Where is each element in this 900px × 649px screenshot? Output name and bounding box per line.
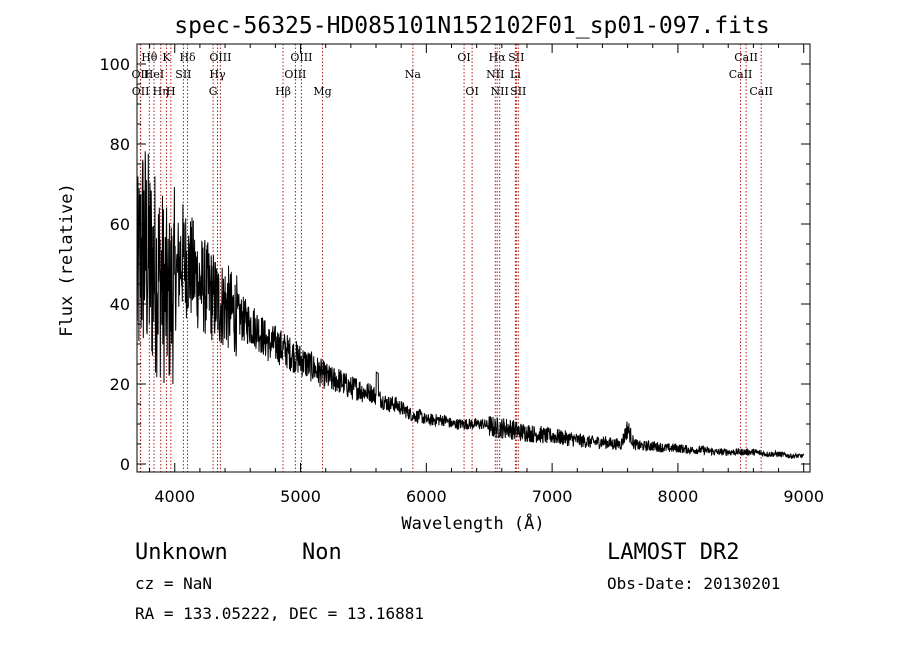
x-tick-label: 7000 [532,487,573,506]
sky-coordinates: RA = 133.05222, DEC = 13.16881 [135,604,424,623]
spectral-line-label: K [162,51,171,64]
spectral-line-label: Hβ [275,85,291,98]
y-tick-label: 0 [120,455,130,474]
spectral-line-label: Mg [313,85,331,98]
spectral-line-label: CaII [749,85,773,98]
x-axis-label: Wavelength (Å) [401,512,544,534]
survey-name: LAMOST DR2 [607,540,739,565]
y-tick-label: 20 [110,375,130,394]
spectral-line-label: OII [132,68,150,81]
spectral-line-label: H [166,85,176,98]
x-tick-label: 8000 [658,487,699,506]
spectral-line-label: OII [132,85,150,98]
observation-date: Obs-Date: 20130201 [607,574,780,593]
x-tick-label: 4000 [154,487,195,506]
spectral-line-label: G [209,85,218,98]
x-tick-label: 6000 [406,487,447,506]
spectral-line-label: Hη [153,85,169,98]
spectral-line-label: OIII [284,68,306,81]
x-tick-label: 9000 [783,487,824,506]
spectral-line-label: Hδ [179,51,196,64]
y-tick-label: 100 [99,55,130,74]
y-tick-label: 40 [110,295,130,314]
axis-ticks: 4000 5000 6000 7000 8000 9000 0 20 40 60 80 100 [99,44,824,506]
spectral-line-label: OIII [209,51,231,64]
spectral-line-label: OI [457,51,470,64]
spectral-line-label: NII [491,85,509,98]
spectral-line-label: SII [175,68,191,81]
y-axis-label: Flux (relative) [57,183,77,337]
spectral-line-label: Hθ [141,51,158,64]
object-class: Unknown [135,540,228,565]
spectral-line-label: Hγ [209,68,226,81]
spectral-line-label: CaII [734,51,758,64]
spectral-line-label: CaII [729,68,753,81]
x-tick-label: 5000 [280,487,321,506]
spectral-line-label: NII [486,68,504,81]
redshift-value: cz = NaN [135,574,212,593]
plot-frame [136,43,811,473]
spectral-line-label: OI [465,85,478,98]
spectral-line-label: HeI [144,68,164,81]
y-tick-label: 80 [110,135,130,154]
chart-title: spec-56325-HD085101N152102F01_sp01-097.f… [174,13,769,39]
spectral-line-label: SII [510,85,526,98]
y-tick-label: 60 [110,215,130,234]
spectral-line-label: Na [405,68,422,81]
spectral-line-label: SII [508,51,524,64]
spectral-line-label: Hα [489,51,507,64]
spectrum-line [136,151,805,459]
object-subclass: Non [302,540,342,565]
spectral-line-label: OIII [290,51,312,64]
spectral-line-label: Li [510,68,521,81]
